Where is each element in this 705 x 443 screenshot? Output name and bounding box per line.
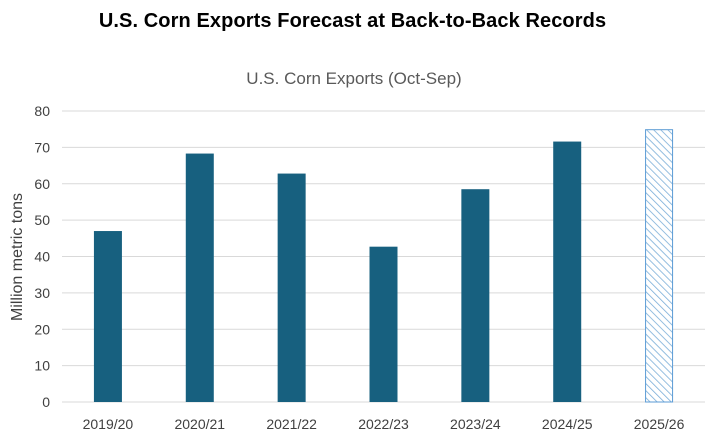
y-axis-title: Million metric tons (9, 193, 26, 321)
bar (277, 173, 306, 402)
bars (93, 129, 674, 403)
bar (461, 189, 490, 402)
x-tick-label: 2023/24 (450, 416, 501, 432)
y-tick-label: 10 (34, 358, 50, 374)
bar (553, 141, 582, 402)
x-tick-label: 2022/23 (358, 416, 409, 432)
x-axis-ticks: 2019/20 2020/21 2021/22 2022/23 2023/24 2024/… (83, 416, 685, 432)
x-tick-label: 2025/26 (634, 416, 685, 432)
y-tick-label: 0 (42, 394, 50, 410)
y-tick-label: 40 (34, 249, 50, 265)
bar (369, 246, 398, 402)
x-tick-label: 2019/20 (83, 416, 134, 432)
y-tick-label: 70 (34, 139, 50, 155)
y-tick-label: 30 (34, 285, 50, 301)
y-tick-label: 20 (34, 321, 50, 337)
x-tick-label: 2021/22 (266, 416, 317, 432)
y-tick-label: 60 (34, 176, 50, 192)
chart-subtitle: U.S. Corn Exports (Oct-Sep) (246, 69, 461, 88)
x-tick-label: 2024/25 (542, 416, 593, 432)
page-title: U.S. Corn Exports Forecast at Back-to-Ba… (98, 10, 607, 32)
y-tick-label: 50 (34, 212, 50, 228)
x-tick-label: 2020/21 (174, 416, 225, 432)
bar-forecast (645, 129, 674, 403)
y-tick-label: 80 (34, 103, 50, 119)
bar (93, 231, 122, 402)
y-axis-ticks: 0 10 20 30 40 50 60 70 80 (34, 103, 50, 410)
bar (185, 153, 214, 402)
